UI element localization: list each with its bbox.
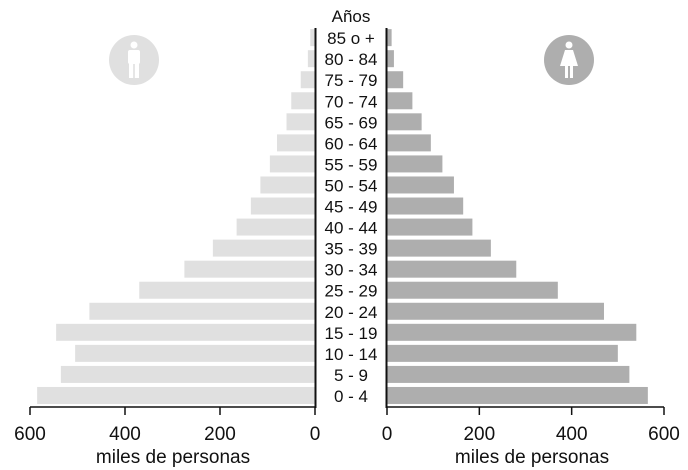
age-group-label: 5 - 9 <box>334 366 368 385</box>
bar-female-9 <box>387 197 464 215</box>
bar-female-7 <box>387 239 491 257</box>
bar-female-8 <box>387 218 473 236</box>
age-group-label: 75 - 79 <box>325 71 378 90</box>
left-tick-label: 600 <box>14 424 46 445</box>
right-tick-label: 600 <box>648 424 680 445</box>
bar-female-15 <box>387 71 404 89</box>
age-group-label: 85 o + <box>327 29 375 48</box>
category-axis-title: Años <box>332 7 371 26</box>
age-group-label: 20 - 24 <box>325 303 378 322</box>
bar-male-15 <box>300 71 315 89</box>
age-group-label: 35 - 39 <box>325 240 378 259</box>
bar-female-3 <box>387 323 637 341</box>
bar-male-7 <box>212 239 315 257</box>
bar-female-5 <box>387 281 558 299</box>
right-tick-label: 0 <box>382 424 393 445</box>
bar-male-1 <box>60 365 315 383</box>
bar-female-17 <box>387 29 392 47</box>
bar-male-2 <box>75 344 315 362</box>
bar-male-8 <box>236 218 315 236</box>
bar-male-4 <box>89 302 315 320</box>
bar-male-17 <box>310 29 315 47</box>
age-group-labels: 0 - 4 5 - 9 10 - 14 15 - 19 20 - 24 25 - 29 30… <box>325 29 378 406</box>
bar-female-14 <box>387 92 413 110</box>
bar-female-1 <box>387 365 630 383</box>
right-x-axis-label: miles de personas <box>455 447 609 468</box>
left-tick-label: 400 <box>109 424 141 445</box>
age-group-label: 65 - 69 <box>325 113 378 132</box>
bar-male-0 <box>37 386 315 404</box>
bar-male-9 <box>250 197 315 215</box>
age-group-label: 45 - 49 <box>325 198 378 217</box>
right-tick-label: 400 <box>556 424 588 445</box>
right-x-ticks: 0 200 400 600 <box>382 407 680 445</box>
bar-male-6 <box>184 260 315 278</box>
bar-male-12 <box>277 134 315 152</box>
bar-male-11 <box>269 155 315 173</box>
female-series <box>387 29 648 404</box>
bar-female-12 <box>387 134 431 152</box>
left-x-axis-label: miles de personas <box>96 447 250 468</box>
left-x-ticks: 0 200 400 600 <box>14 407 320 445</box>
bar-male-13 <box>286 113 315 131</box>
age-group-label: 25 - 29 <box>325 282 378 301</box>
left-tick-label: 200 <box>204 424 236 445</box>
bar-female-4 <box>387 302 604 320</box>
age-group-label: 60 - 64 <box>325 134 378 153</box>
age-group-label: 70 - 74 <box>325 92 378 111</box>
male-series <box>37 29 315 404</box>
bar-male-16 <box>307 50 315 68</box>
bar-female-13 <box>387 113 422 131</box>
right-tick-label: 200 <box>463 424 495 445</box>
bar-male-10 <box>260 176 315 194</box>
age-group-label: 10 - 14 <box>325 345 378 364</box>
bar-male-14 <box>291 92 315 110</box>
bar-female-0 <box>387 386 648 404</box>
bar-female-2 <box>387 344 618 362</box>
male-icon <box>109 35 159 85</box>
bar-female-11 <box>387 155 443 173</box>
bar-male-5 <box>139 281 315 299</box>
bar-female-16 <box>387 50 394 68</box>
bar-female-6 <box>387 260 517 278</box>
age-group-label: 55 - 59 <box>325 155 378 174</box>
bar-male-3 <box>56 323 315 341</box>
age-group-label: 0 - 4 <box>334 387 368 406</box>
age-group-label: 40 - 44 <box>325 219 378 238</box>
female-icon <box>544 35 594 85</box>
bar-female-10 <box>387 176 454 194</box>
left-tick-label: 0 <box>310 424 321 445</box>
age-group-label: 80 - 84 <box>325 50 378 69</box>
age-group-label: 50 - 54 <box>325 176 378 195</box>
age-group-label: 30 - 34 <box>325 261 378 280</box>
age-group-label: 15 - 19 <box>325 324 378 343</box>
